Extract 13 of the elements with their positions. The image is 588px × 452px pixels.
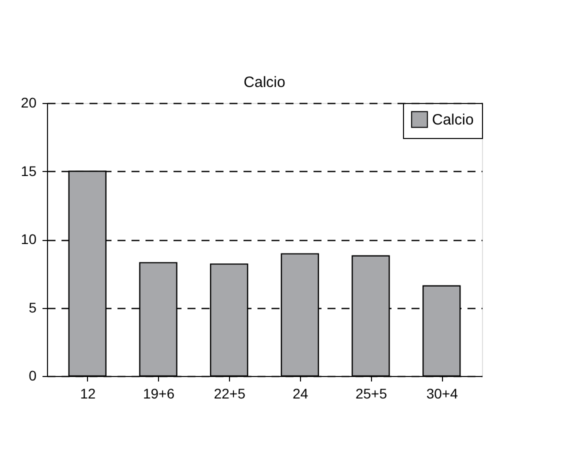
legend-label: Calcio bbox=[432, 112, 474, 128]
x-tick-label: 25+5 bbox=[355, 386, 388, 402]
chart-title: Calcio bbox=[244, 74, 286, 91]
x-tick-label: 12 bbox=[80, 386, 96, 402]
x-tick-label: 24 bbox=[292, 386, 308, 402]
y-tick-label: 15 bbox=[20, 162, 37, 179]
y-tick-label: 5 bbox=[28, 299, 37, 316]
x-tick-label: 22+5 bbox=[214, 386, 246, 402]
y-tick-label: 10 bbox=[20, 231, 37, 247]
y-tick-label: 20 bbox=[20, 94, 37, 110]
y-tick-label: 0 bbox=[28, 368, 37, 384]
x-tick-label: 30+4 bbox=[426, 386, 458, 402]
x-tick-label: 19+6 bbox=[142, 386, 175, 402]
